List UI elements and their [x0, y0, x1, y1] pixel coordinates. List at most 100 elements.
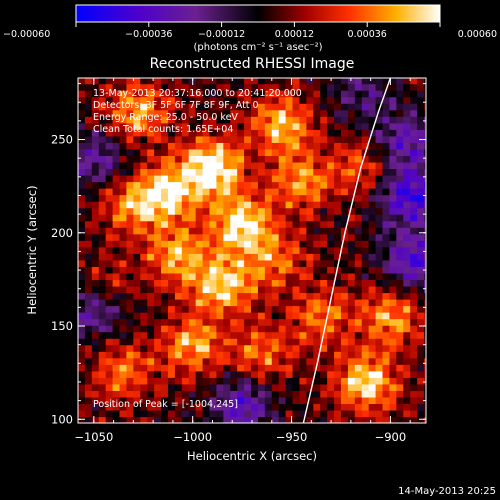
heatmap-cell: [417, 396, 425, 405]
heatmap-cell: [396, 220, 404, 228]
heatmap-cell: [257, 207, 266, 215]
heatmap-cell: [410, 357, 418, 365]
heatmap-cell: [334, 338, 342, 346]
heatmap-cell: [237, 220, 245, 228]
heatmap-cell: [278, 188, 287, 196]
heatmap-cell: [202, 298, 211, 307]
heatmap-cell: [424, 78, 426, 85]
heatmap-cell: [299, 246, 307, 254]
heatmap-cell: [209, 370, 218, 378]
heatmap-cell: [188, 253, 197, 261]
heatmap-cell: [410, 96, 418, 104]
heatmap-cell: [188, 83, 197, 91]
heatmap-cell: [174, 403, 183, 411]
heatmap-cell: [98, 122, 107, 130]
heatmap-cell: [264, 240, 273, 248]
heatmap-cell: [105, 266, 114, 274]
heatmap-cell: [389, 416, 397, 423]
heatmap-cell: [271, 325, 280, 333]
heatmap-cell: [244, 272, 252, 281]
heatmap-cell: [327, 370, 335, 378]
heatmap-cell: [354, 207, 363, 215]
heatmap-cell: [223, 305, 231, 313]
heatmap-cell: [382, 318, 391, 326]
heatmap-cell: [195, 188, 204, 196]
heatmap-cell: [410, 142, 418, 150]
heatmap-cell: [257, 109, 266, 117]
heatmap-cell: [396, 364, 404, 372]
heatmap-cell: [78, 220, 86, 228]
heatmap-cell: [174, 181, 183, 189]
heatmap-cell: [105, 103, 114, 111]
heatmap-cell: [216, 155, 224, 163]
heatmap-cell: [278, 201, 287, 209]
heatmap-cell: [181, 78, 190, 85]
heatmap-cell: [264, 214, 273, 222]
heatmap-cell: [230, 292, 238, 300]
heatmap-cell: [424, 279, 426, 287]
heatmap-cell: [271, 266, 280, 274]
heatmap-cell: [98, 364, 107, 372]
heatmap-cell: [306, 103, 314, 111]
heatmap-cell: [313, 181, 321, 189]
heatmap-cell: [154, 312, 162, 320]
heatmap-cell: [237, 148, 245, 156]
heatmap-cell: [78, 292, 86, 300]
heatmap-cell: [244, 116, 252, 124]
heatmap-cell: [382, 325, 391, 333]
heatmap-cell: [361, 279, 370, 287]
heatmap-cell: [154, 168, 162, 176]
heatmap-cell: [188, 298, 197, 307]
heatmap-cell: [306, 109, 314, 117]
heatmap-cell: [327, 90, 335, 98]
heatmap-cell: [403, 78, 411, 85]
heatmap-cell: [368, 188, 377, 196]
heatmap-cell: [133, 181, 141, 189]
heatmap-cell: [161, 168, 169, 176]
heatmap-cell: [340, 129, 349, 137]
heatmap-cell: [285, 416, 294, 423]
heatmap-cell: [167, 194, 176, 202]
heatmap-cell: [347, 357, 356, 365]
heatmap-cell: [354, 233, 363, 241]
heatmap-cell: [223, 331, 231, 339]
heatmap-cell: [98, 344, 107, 352]
heatmap-cell: [174, 370, 183, 378]
heatmap-cell: [354, 155, 363, 163]
heatmap-cell: [244, 377, 252, 385]
heatmap-cell: [98, 403, 107, 411]
heatmap-cell: [174, 292, 183, 300]
heatmap-cell: [230, 240, 238, 248]
x-axis-label: Heliocentric X (arcsec): [187, 449, 317, 463]
heatmap-cell: [403, 240, 411, 248]
heatmap-cell: [299, 338, 307, 346]
heatmap-cell: [424, 103, 426, 111]
heatmap-cell: [230, 246, 238, 254]
heatmap-cell: [202, 370, 211, 378]
heatmap-cell: [306, 357, 314, 365]
heatmap-cell: [84, 344, 93, 352]
heatmap-cell: [112, 370, 121, 378]
heatmap-cell: [327, 135, 335, 143]
heatmap-cell: [237, 201, 245, 209]
heatmap-cell: [292, 351, 301, 359]
heatmap-cell: [313, 207, 321, 215]
heatmap-cell: [424, 227, 426, 235]
heatmap-cell: [244, 390, 252, 398]
heatmap-cell: [195, 279, 204, 287]
heatmap-cell: [251, 227, 259, 235]
heatmap-cell: [278, 103, 287, 111]
heatmap-cell: [396, 285, 404, 294]
heatmap-cell: [306, 135, 314, 143]
heatmap-cell: [271, 240, 280, 248]
heatmap-cell: [327, 148, 335, 156]
heatmap-cell: [105, 78, 114, 85]
heatmap-cell: [410, 272, 418, 281]
heatmap-cell: [98, 78, 107, 85]
heatmap-cell: [396, 78, 404, 85]
heatmap-cell: [202, 227, 211, 235]
heatmap-cell: [257, 240, 266, 248]
heatmap-cell: [375, 129, 384, 137]
heatmap-cell: [209, 305, 218, 313]
heatmap-cell: [403, 338, 411, 346]
